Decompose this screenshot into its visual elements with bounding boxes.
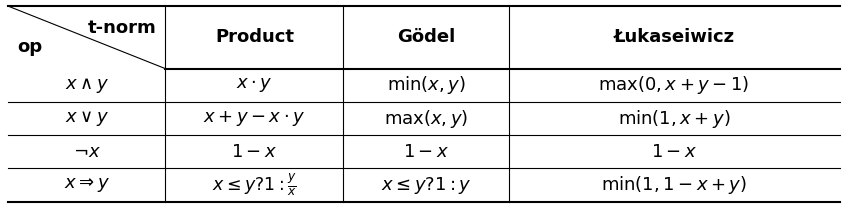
Text: $x \cdot y$: $x \cdot y$ bbox=[236, 76, 273, 94]
Text: $\min(1, x + y)$: $\min(1, x + y)$ bbox=[618, 108, 730, 130]
Text: Gödel: Gödel bbox=[397, 28, 455, 46]
Text: Łukaseiwicz: Łukaseiwicz bbox=[614, 28, 734, 46]
Text: op: op bbox=[17, 38, 42, 56]
Text: $\max(x, y)$: $\max(x, y)$ bbox=[384, 108, 468, 130]
Text: Product: Product bbox=[215, 28, 294, 46]
Text: $x \leq y?1 : y$: $x \leq y?1 : y$ bbox=[381, 175, 471, 196]
Text: $x \wedge y$: $x \wedge y$ bbox=[64, 76, 109, 95]
Text: $\neg x$: $\neg x$ bbox=[73, 143, 101, 161]
Text: $x + y - x \cdot y$: $x + y - x \cdot y$ bbox=[204, 109, 305, 128]
Text: $x \leq y?1 : \frac{y}{x}$: $x \leq y?1 : \frac{y}{x}$ bbox=[212, 172, 297, 198]
Text: $1 - x$: $1 - x$ bbox=[232, 143, 277, 161]
Text: $\max(0, x + y - 1)$: $\max(0, x + y - 1)$ bbox=[599, 74, 750, 96]
Text: $x \Rightarrow y$: $x \Rightarrow y$ bbox=[64, 176, 110, 194]
Text: $1 - x$: $1 - x$ bbox=[651, 143, 697, 161]
Text: $\min(x, y)$: $\min(x, y)$ bbox=[387, 74, 466, 96]
Text: $x \vee y$: $x \vee y$ bbox=[64, 109, 109, 128]
Text: t-norm: t-norm bbox=[88, 19, 157, 37]
Text: $\min(1, 1 - x + y)$: $\min(1, 1 - x + y)$ bbox=[601, 174, 747, 196]
Text: $1 - x$: $1 - x$ bbox=[403, 143, 449, 161]
